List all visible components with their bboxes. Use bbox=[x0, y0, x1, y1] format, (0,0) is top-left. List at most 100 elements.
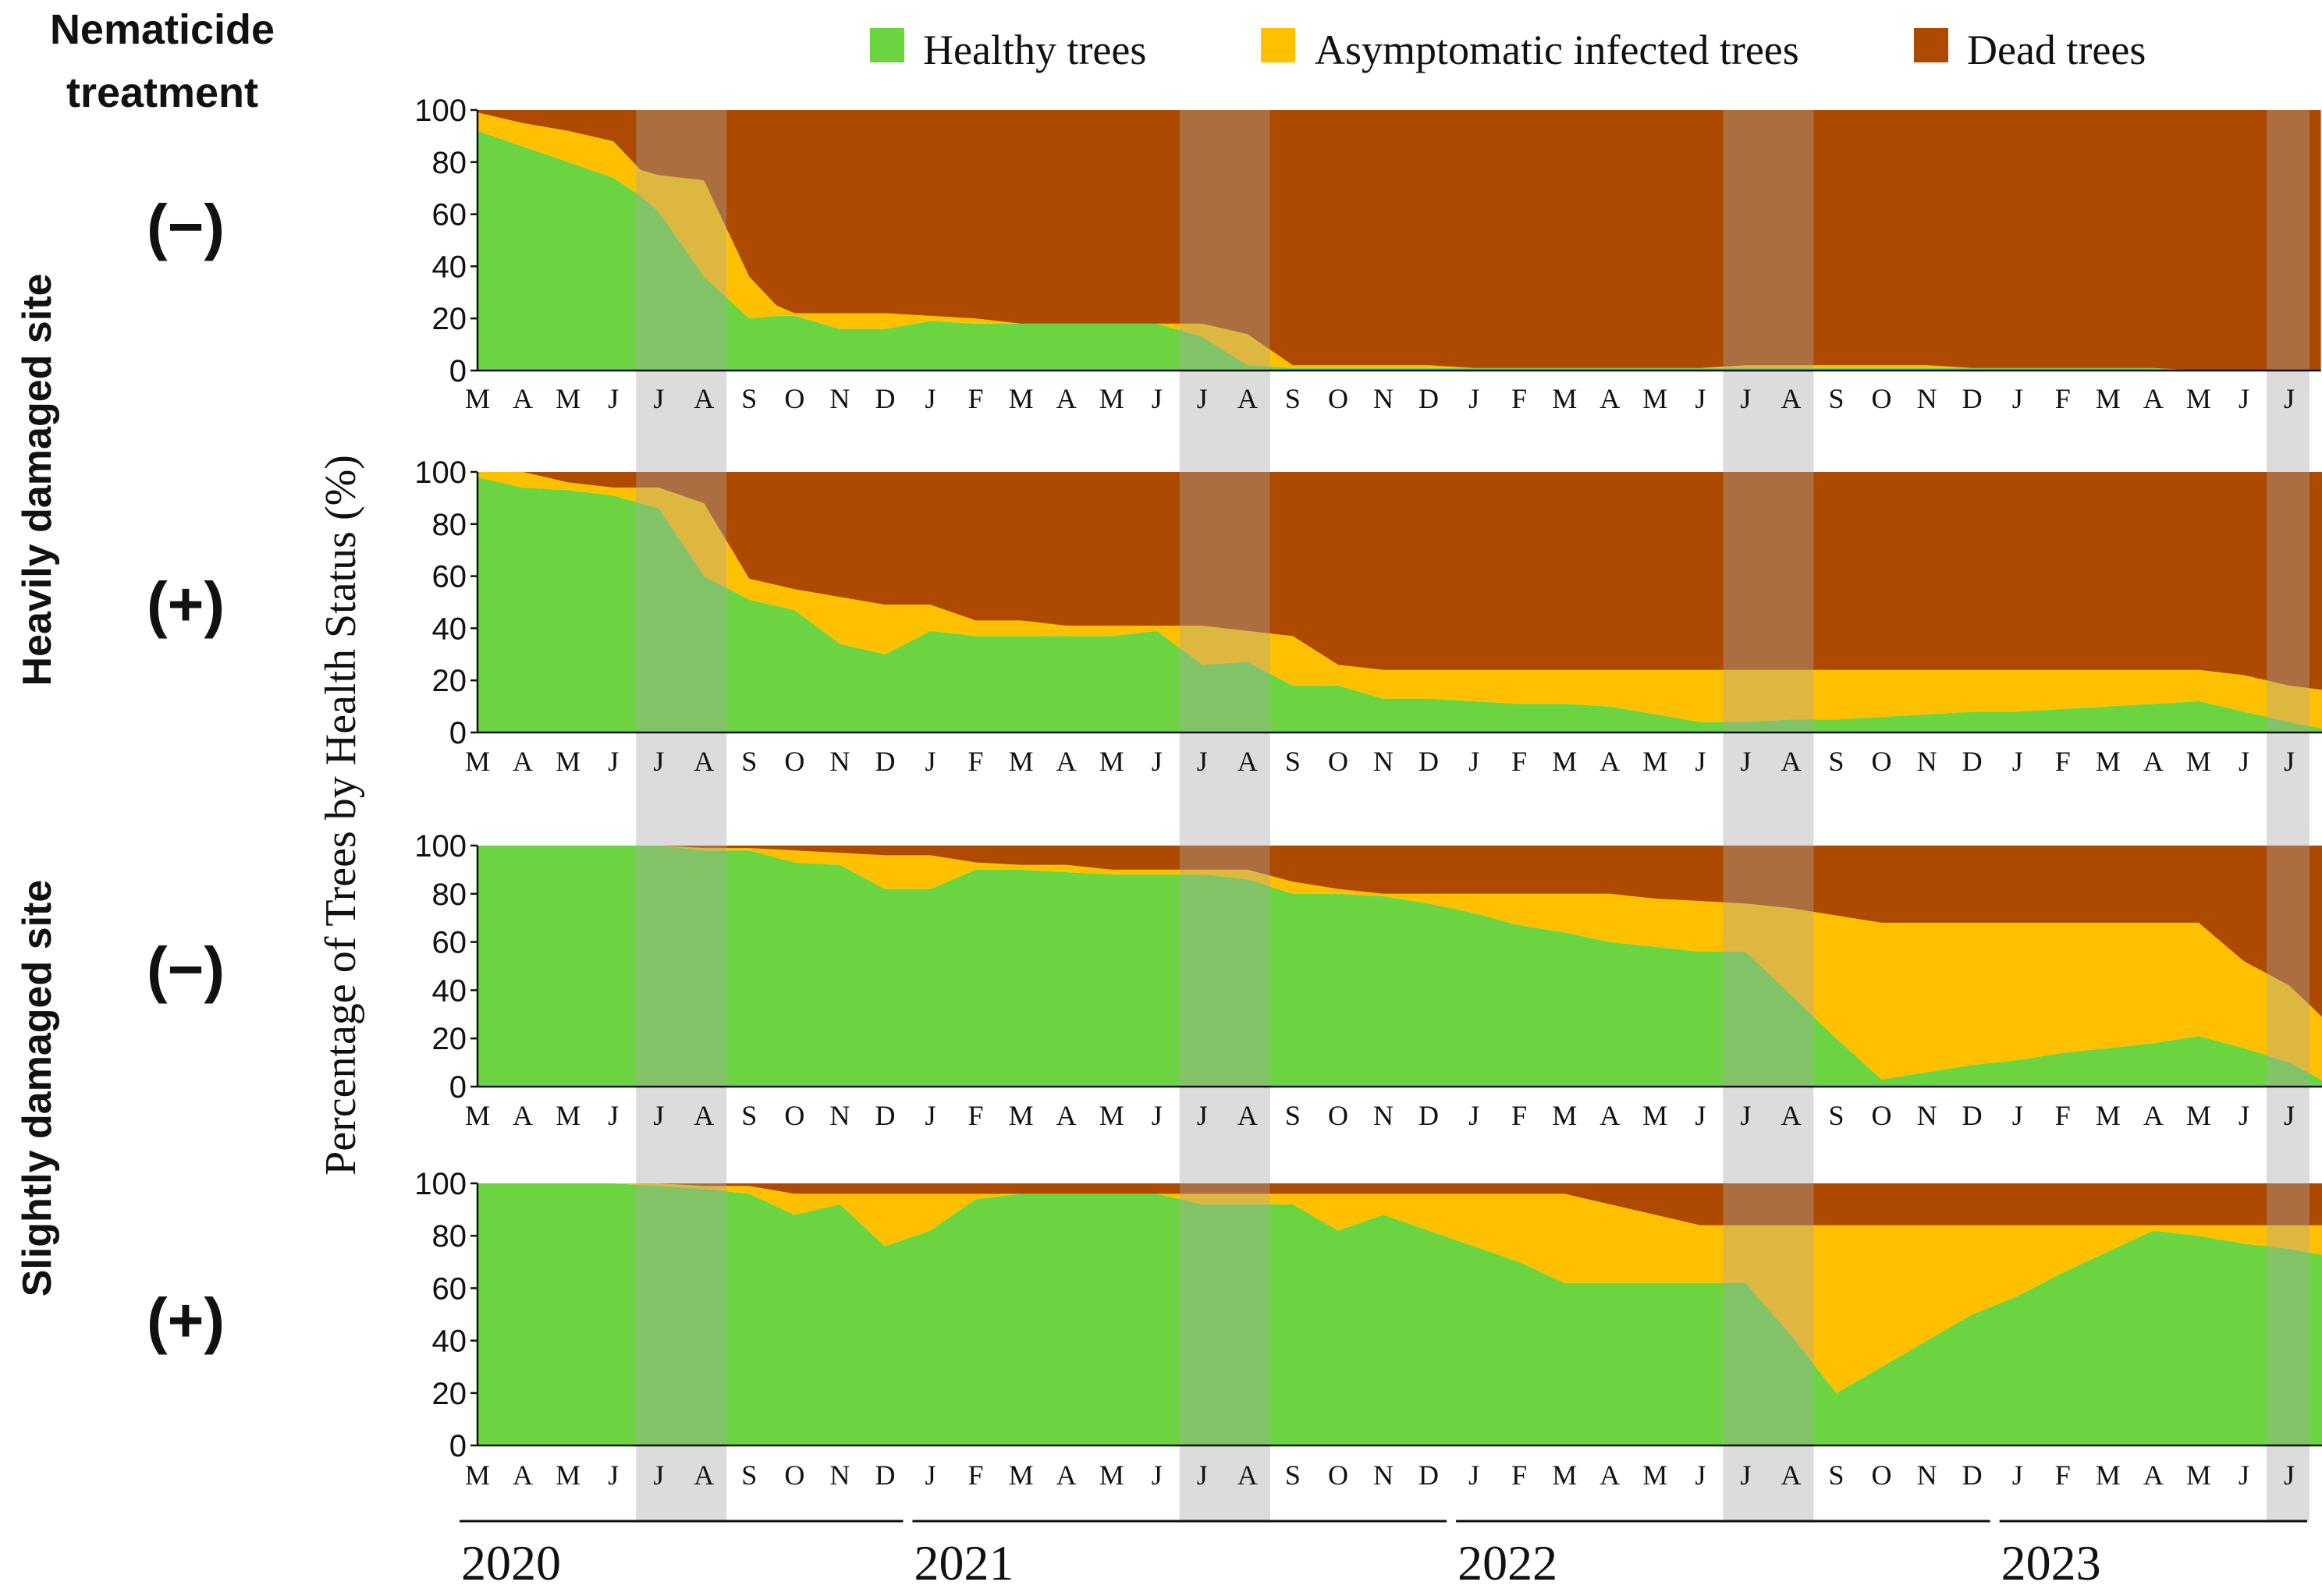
month-label-3-0: M bbox=[465, 1459, 490, 1491]
month-label-1-5: A bbox=[694, 746, 714, 777]
legend-label-asymptomatic: Asymptomatic infected trees bbox=[1315, 27, 1799, 73]
month-label-2-34: J bbox=[2012, 1100, 2023, 1131]
month-label-3-38: M bbox=[2186, 1459, 2211, 1491]
shade-overlay-3-panel-2 bbox=[2266, 846, 2310, 1087]
month-label-2-4: J bbox=[653, 1100, 664, 1131]
y-tick-label-2-40: 40 bbox=[432, 974, 467, 1008]
treatment-label-slightly-minus: (−) bbox=[147, 935, 225, 1004]
month-label-3-31: O bbox=[1872, 1459, 1892, 1491]
y-tick-label-0-40: 40 bbox=[432, 250, 467, 284]
month-label-1-6: S bbox=[741, 746, 757, 777]
y-tick-label-2-100: 100 bbox=[414, 829, 467, 864]
month-label-1-7: O bbox=[784, 746, 804, 777]
area-dead-trees-panel-3 bbox=[478, 1183, 2322, 1225]
legend-swatch-healthy bbox=[870, 28, 904, 62]
month-label-2-15: J bbox=[1152, 1100, 1163, 1131]
month-label-3-13: A bbox=[1056, 1459, 1077, 1491]
y-tick-label-2-20: 20 bbox=[432, 1022, 467, 1056]
month-label-1-8: N bbox=[829, 746, 850, 777]
month-label-0-37: A bbox=[2143, 383, 2164, 414]
month-label-0-26: M bbox=[1642, 383, 1667, 414]
area-asymptomatic-infected-trees-panel-3 bbox=[478, 1183, 2322, 1393]
area-healthy-trees-panel-1 bbox=[478, 477, 2322, 732]
month-label-1-35: F bbox=[2055, 746, 2071, 777]
month-label-3-10: J bbox=[925, 1459, 936, 1491]
month-label-3-23: F bbox=[1511, 1459, 1527, 1491]
month-label-0-18: S bbox=[1285, 383, 1301, 414]
month-label-2-33: D bbox=[1962, 1100, 1983, 1131]
panel-1 bbox=[478, 472, 2322, 732]
month-label-3-14: M bbox=[1099, 1459, 1124, 1491]
month-label-1-10: J bbox=[925, 746, 936, 777]
area-healthy-trees-panel-2 bbox=[478, 846, 2322, 1087]
month-label-2-13: A bbox=[1056, 1100, 1077, 1131]
month-label-1-37: A bbox=[2143, 746, 2164, 777]
month-label-0-1: A bbox=[513, 383, 533, 414]
y-tick-label-0-60: 60 bbox=[432, 198, 467, 232]
month-label-1-0: M bbox=[465, 746, 490, 777]
shade-overlay-1-panel-3 bbox=[1179, 1183, 1270, 1445]
y-tick-label-1-20: 20 bbox=[432, 664, 467, 698]
month-label-1-4: J bbox=[653, 746, 664, 777]
month-label-3-11: F bbox=[968, 1459, 984, 1491]
month-label-3-5: A bbox=[694, 1459, 714, 1491]
month-label-1-33: D bbox=[1962, 746, 1983, 777]
area-asymptomatic-infected-trees-panel-2 bbox=[478, 846, 2322, 1080]
y-tick-label-3-0: 0 bbox=[449, 1429, 467, 1463]
month-label-1-24: M bbox=[1552, 746, 1577, 777]
month-label-1-23: F bbox=[1511, 746, 1527, 777]
month-label-3-39: J bbox=[2239, 1459, 2249, 1491]
month-label-0-29: A bbox=[1781, 383, 1801, 414]
month-label-1-19: O bbox=[1328, 746, 1348, 777]
month-label-0-38: M bbox=[2186, 383, 2211, 414]
month-label-2-19: O bbox=[1328, 1100, 1348, 1131]
month-label-2-30: S bbox=[1828, 1100, 1844, 1131]
month-label-0-12: M bbox=[1009, 383, 1034, 414]
area-healthy-trees-panel-0 bbox=[478, 130, 2321, 371]
month-label-0-4: J bbox=[653, 383, 664, 414]
month-label-3-37: A bbox=[2143, 1459, 2164, 1491]
shade-overlay-1-panel-2 bbox=[1179, 846, 1270, 1087]
area-dead-trees-panel-0 bbox=[478, 110, 2321, 371]
y-tick-label-0-100: 100 bbox=[414, 94, 467, 128]
month-label-0-34: J bbox=[2012, 383, 2023, 414]
month-label-0-0: M bbox=[465, 383, 490, 414]
y-tick-label-1-80: 80 bbox=[432, 508, 467, 542]
month-label-1-14: M bbox=[1099, 746, 1124, 777]
month-label-0-15: J bbox=[1152, 383, 1163, 414]
shade-overlay-2-panel-0 bbox=[1723, 110, 1814, 371]
shade-overlay-3-panel-0 bbox=[2266, 110, 2310, 371]
month-label-2-17: A bbox=[1237, 1100, 1258, 1131]
month-label-3-22: J bbox=[1468, 1459, 1479, 1491]
shade-overlay-3-panel-1 bbox=[2266, 472, 2310, 732]
month-label-2-38: M bbox=[2186, 1100, 2211, 1131]
month-label-0-36: M bbox=[2096, 383, 2121, 414]
month-label-0-27: J bbox=[1695, 383, 1706, 414]
month-label-0-14: M bbox=[1099, 383, 1124, 414]
month-label-3-25: A bbox=[1599, 1459, 1620, 1491]
month-label-0-19: O bbox=[1328, 383, 1348, 414]
y-tick-label-1-100: 100 bbox=[414, 456, 467, 490]
month-label-1-31: O bbox=[1872, 746, 1892, 777]
month-label-0-2: M bbox=[556, 383, 580, 414]
month-label-2-11: F bbox=[968, 1100, 984, 1131]
year-label-2021: 2021 bbox=[914, 1535, 1014, 1591]
month-label-0-22: J bbox=[1468, 383, 1479, 414]
month-label-2-3: J bbox=[608, 1100, 619, 1131]
month-label-2-40: J bbox=[2284, 1100, 2295, 1131]
area-asymptomatic-infected-trees-panel-1 bbox=[478, 472, 2322, 729]
month-label-1-15: J bbox=[1152, 746, 1163, 777]
month-label-2-0: M bbox=[465, 1100, 490, 1131]
month-label-2-31: O bbox=[1872, 1100, 1892, 1131]
month-label-1-12: M bbox=[1009, 746, 1034, 777]
month-label-0-5: A bbox=[694, 383, 714, 414]
month-label-2-6: S bbox=[741, 1100, 757, 1131]
month-label-2-37: A bbox=[2143, 1100, 2164, 1131]
month-label-1-34: J bbox=[2012, 746, 2023, 777]
month-label-0-40: J bbox=[2284, 383, 2295, 414]
month-label-1-16: J bbox=[1197, 746, 1208, 777]
y-tick-label-2-0: 0 bbox=[449, 1070, 467, 1105]
month-label-1-20: N bbox=[1373, 746, 1394, 777]
